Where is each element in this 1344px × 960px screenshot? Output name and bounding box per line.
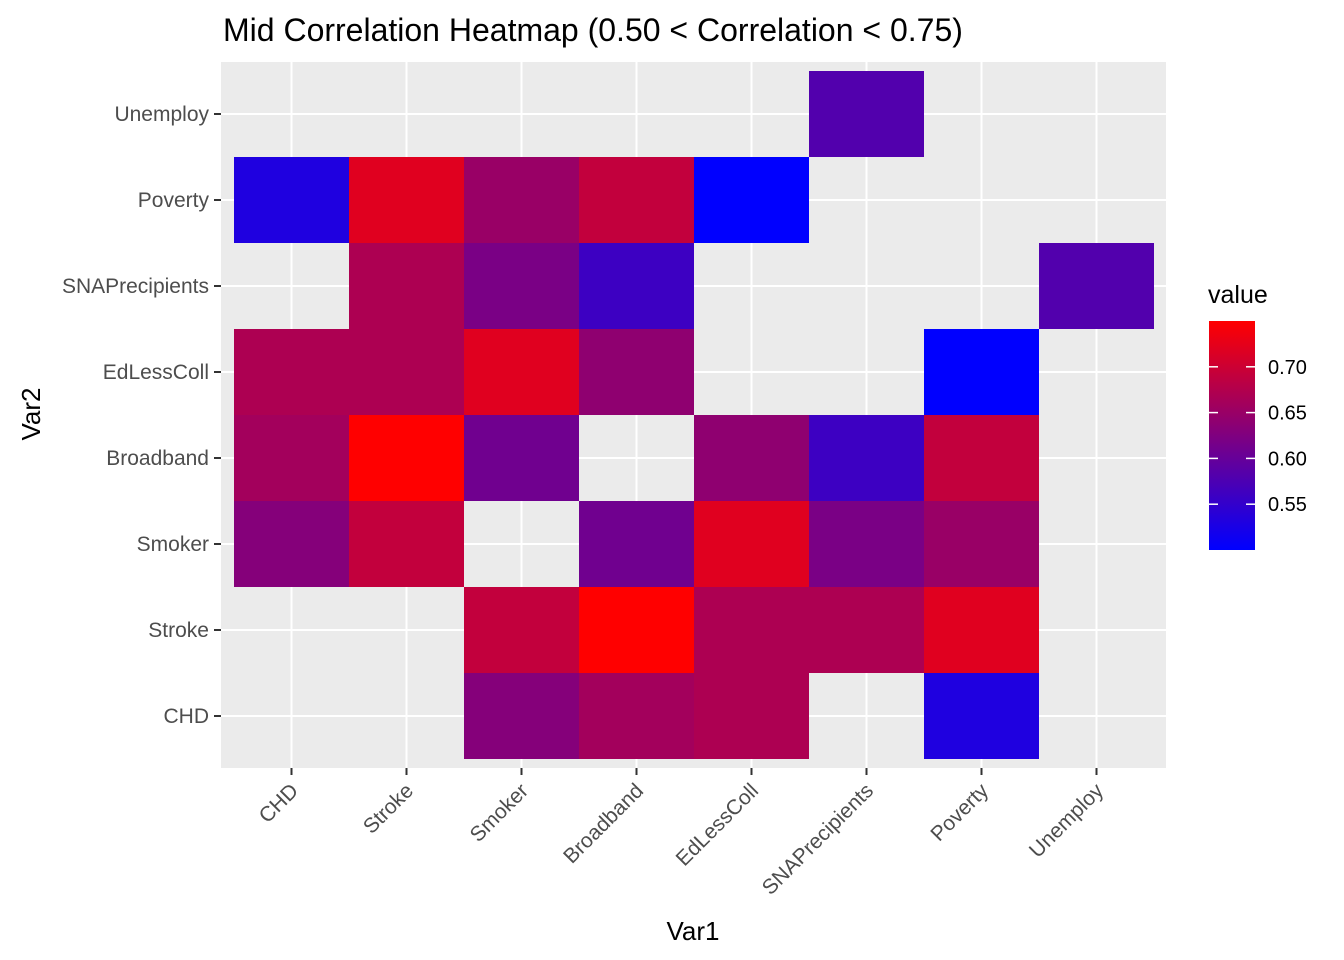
- heatmap-cell-broadband-edlesscoll: [579, 329, 694, 415]
- heatmap-cell-smoker-broadband: [464, 415, 579, 501]
- x-tick-label-smoker: Smoker: [466, 779, 533, 846]
- heatmap-cell-poverty-smoker: [924, 501, 1039, 587]
- heatmap-cell-edlesscoll-broadband: [694, 415, 809, 501]
- heatmap-cell-broadband-poverty: [579, 157, 694, 243]
- x-tick-label-stroke: Stroke: [359, 779, 418, 838]
- heatmap-cell-stroke-snaprecipients: [349, 243, 464, 329]
- y-tick-label-unemploy: Unemploy: [114, 103, 209, 126]
- heatmap-cell-unemploy-snaprecipients: [1039, 243, 1154, 329]
- heatmap-cell-edlesscoll-chd: [694, 673, 809, 759]
- heatmap-cell-snaprecipients-unemploy: [809, 71, 924, 157]
- heatmap-cell-chd-smoker: [234, 501, 349, 587]
- legend-tick-label: 0.55: [1268, 494, 1307, 516]
- heatmap-cell-smoker-edlesscoll: [464, 329, 579, 415]
- x-tick-label-unemploy: Unemploy: [1025, 779, 1108, 862]
- heatmap-cell-poverty-chd: [924, 673, 1039, 759]
- heatmap-cell-snaprecipients-broadband: [809, 415, 924, 501]
- heatmap-cell-poverty-stroke: [924, 587, 1039, 673]
- legend-tick-label: 0.60: [1268, 448, 1307, 470]
- y-tick-label-smoker: Smoker: [137, 533, 209, 556]
- color-legend: value 0.70 0.65 0.60 0.55: [1208, 281, 1307, 550]
- heatmap-cell-broadband-snaprecipients: [579, 243, 694, 329]
- x-tick-label-edlesscoll: EdLessColl: [672, 779, 763, 870]
- y-tick-label-poverty: Poverty: [138, 189, 210, 212]
- y-tick-label-broadband: Broadband: [106, 447, 209, 470]
- heatmap-cell-broadband-chd: [579, 673, 694, 759]
- legend-color-bar: [1209, 321, 1255, 550]
- heatmap-cells: [234, 71, 1154, 759]
- heatmap-cell-broadband-smoker: [579, 501, 694, 587]
- chart-title: Mid Correlation Heatmap (0.50 < Correlat…: [223, 12, 963, 48]
- x-tick-label-snaprecipients: SNAPrecipients: [758, 779, 878, 899]
- heatmap-cell-edlesscoll-stroke: [694, 587, 809, 673]
- y-tick-label-snaprecipients: SNAPrecipients: [62, 275, 209, 298]
- heatmap-cell-stroke-edlesscoll: [349, 329, 464, 415]
- y-tick-label-chd: CHD: [164, 705, 210, 728]
- x-tick-label-chd: CHD: [255, 779, 303, 827]
- heatmap-cell-chd-poverty: [234, 157, 349, 243]
- heatmap-cell-smoker-poverty: [464, 157, 579, 243]
- x-axis: CHD Stroke Smoker Broadband EdLessCollSNAPre…: [255, 768, 1108, 900]
- heatmap-cell-poverty-broadband: [924, 415, 1039, 501]
- legend-tick-label: 0.70: [1268, 357, 1307, 379]
- heatmap-cell-chd-broadband: [234, 415, 349, 501]
- legend-tick-label: 0.65: [1268, 403, 1307, 425]
- y-axis-title: Var2: [16, 388, 46, 441]
- y-axis: CHD Stroke Smoker Broadband EdLessColl SNAPre…: [62, 103, 221, 728]
- heatmap-cell-snaprecipients-smoker: [809, 501, 924, 587]
- x-axis-title: Var1: [667, 916, 720, 946]
- heatmap-cell-smoker-chd: [464, 673, 579, 759]
- heatmap-cell-edlesscoll-smoker: [694, 501, 809, 587]
- x-tick-label-poverty: Poverty: [926, 779, 993, 846]
- heatmap-cell-broadband-stroke: [579, 587, 694, 673]
- heatmap-cell-stroke-broadband: [349, 415, 464, 501]
- x-tick-label-broadband: Broadband: [559, 779, 648, 868]
- heatmap-cell-snaprecipients-stroke: [809, 587, 924, 673]
- heatmap-cell-chd-edlesscoll: [234, 329, 349, 415]
- y-tick-label-edlesscoll: EdLessColl: [103, 361, 209, 384]
- heatmap-cell-stroke-poverty: [349, 157, 464, 243]
- legend-title: value: [1208, 281, 1268, 309]
- heatmap-cell-smoker-snaprecipients: [464, 243, 579, 329]
- y-tick-label-stroke: Stroke: [148, 619, 209, 642]
- heatmap-cell-stroke-smoker: [349, 501, 464, 587]
- heatmap-cell-poverty-edlesscoll: [924, 329, 1039, 415]
- heatmap-cell-smoker-stroke: [464, 587, 579, 673]
- legend-ticks: 0.70 0.65 0.60 0.55: [1209, 357, 1307, 516]
- heatmap-cell-edlesscoll-poverty: [694, 157, 809, 243]
